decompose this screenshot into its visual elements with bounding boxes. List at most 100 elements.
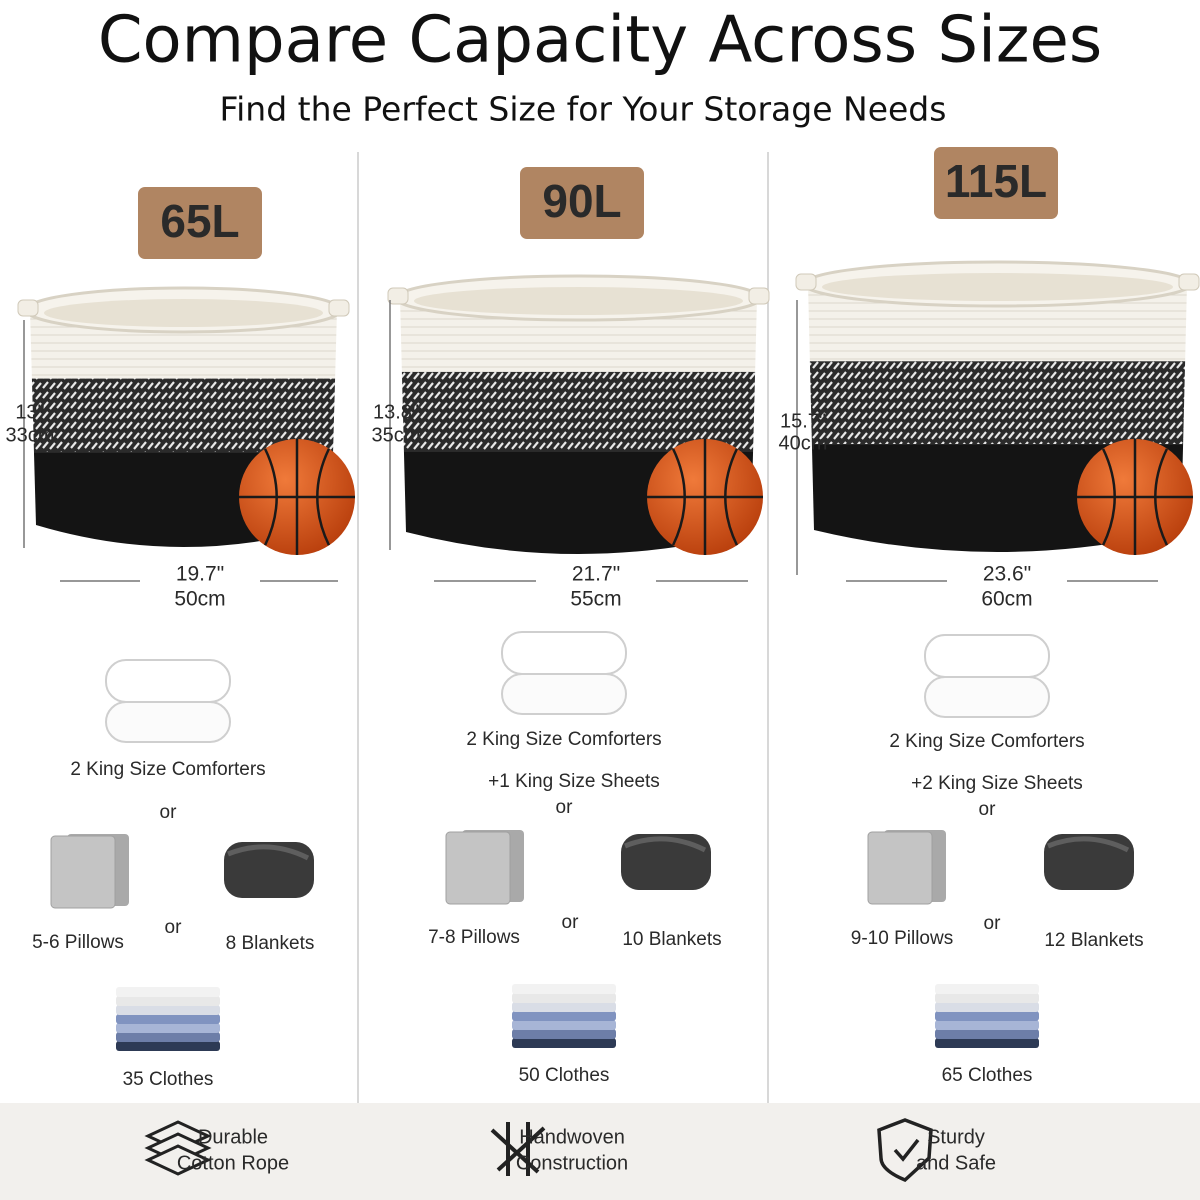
capacity-badge xyxy=(138,187,262,259)
pillows-icon xyxy=(445,830,524,905)
garment xyxy=(512,993,616,1003)
basket-inner xyxy=(44,299,323,327)
label: 60cm xyxy=(981,588,1032,611)
label: or xyxy=(984,913,1002,934)
pillow xyxy=(867,831,933,905)
feature-icon xyxy=(144,1120,212,1176)
label: +1 King Size Sheets xyxy=(488,771,660,792)
label: or xyxy=(562,912,580,933)
label: 10 Blankets xyxy=(622,929,721,950)
garment xyxy=(512,1002,616,1012)
label: 9-10 Pillows xyxy=(851,928,953,949)
garment xyxy=(935,1011,1039,1021)
label: 21.7" xyxy=(572,563,620,586)
label: 5-6 Pillows xyxy=(32,932,124,953)
pillows-icon xyxy=(50,834,129,909)
label: 35cm xyxy=(372,424,421,446)
layer xyxy=(144,1144,212,1176)
label: or xyxy=(979,799,997,820)
weave xyxy=(490,1122,546,1176)
basketball xyxy=(239,439,355,555)
basket-stripe xyxy=(30,378,337,453)
ball-seam xyxy=(239,439,355,555)
label: 2 King Size Comforters xyxy=(889,731,1084,752)
handle xyxy=(1178,273,1200,291)
feature-icon xyxy=(490,1122,546,1176)
comforter xyxy=(924,676,1050,718)
garment xyxy=(935,1020,1039,1030)
basket-inner xyxy=(414,287,743,315)
garment xyxy=(512,984,616,994)
label: 40cm xyxy=(779,432,828,454)
blanket-fold xyxy=(1047,836,1130,853)
garment xyxy=(512,1038,616,1048)
comforter-icon xyxy=(501,631,627,715)
label: and Safe xyxy=(916,1152,996,1174)
garment xyxy=(935,984,1039,994)
clothes-icon xyxy=(512,984,616,1048)
garment xyxy=(935,993,1039,1003)
label: +2 King Size Sheets xyxy=(911,773,1083,794)
basketball xyxy=(647,439,763,555)
blanket-icon xyxy=(1044,834,1134,890)
label: 50cm xyxy=(174,588,225,611)
blanket-fold xyxy=(624,836,707,853)
shield xyxy=(877,1118,933,1183)
label: 115L xyxy=(945,155,1047,207)
garment xyxy=(935,1002,1039,1012)
blanket xyxy=(224,842,314,898)
handle xyxy=(17,299,39,317)
label: Cotton Rope xyxy=(177,1152,289,1174)
pillow xyxy=(50,835,116,909)
garment xyxy=(512,1029,616,1039)
capacity-badge xyxy=(520,167,644,239)
blanket xyxy=(621,834,711,890)
label: 12 Blankets xyxy=(1044,930,1143,951)
label: 2 King Size Comforters xyxy=(466,729,661,750)
garment xyxy=(116,987,220,997)
handle xyxy=(328,299,350,317)
garment xyxy=(116,1041,220,1051)
garment xyxy=(116,1005,220,1015)
label: 55cm xyxy=(570,588,621,611)
label: 8 Blankets xyxy=(226,933,315,954)
comforter xyxy=(924,634,1050,678)
label: 35 Clothes xyxy=(123,1069,214,1090)
comforter xyxy=(105,701,231,743)
basketball xyxy=(1077,439,1193,555)
label: 19.7" xyxy=(176,563,224,586)
comforter xyxy=(501,673,627,715)
label: Construction xyxy=(516,1152,628,1174)
label: 65L xyxy=(160,195,239,247)
label: Handwoven xyxy=(519,1126,625,1148)
comforter xyxy=(501,631,627,675)
basket-stripe xyxy=(400,371,757,452)
clothes-icon xyxy=(116,987,220,1051)
blanket xyxy=(1044,834,1134,890)
handle xyxy=(387,287,409,305)
label: 90L xyxy=(542,175,621,227)
check xyxy=(893,1138,920,1162)
garment xyxy=(935,1038,1039,1048)
label: 13.8" xyxy=(373,401,419,423)
handle xyxy=(748,287,770,305)
label: Durable xyxy=(198,1126,268,1148)
label: 2 King Size Comforters xyxy=(70,759,265,780)
label: or xyxy=(165,917,183,938)
garment xyxy=(116,996,220,1006)
ball-seam xyxy=(647,439,763,555)
basket-inner xyxy=(822,273,1173,301)
label: 65 Clothes xyxy=(942,1065,1033,1086)
label: 33cm xyxy=(6,424,55,446)
garment xyxy=(116,1014,220,1024)
basket-stripe xyxy=(808,361,1187,445)
garment xyxy=(116,1032,220,1042)
subtitle: Find the Perfect Size for Your Storage N… xyxy=(220,90,947,129)
comforter xyxy=(105,659,231,703)
garment xyxy=(935,1029,1039,1039)
pillow xyxy=(445,831,511,905)
label: 23.6" xyxy=(983,563,1031,586)
garment xyxy=(116,1023,220,1033)
label: or xyxy=(556,797,574,818)
